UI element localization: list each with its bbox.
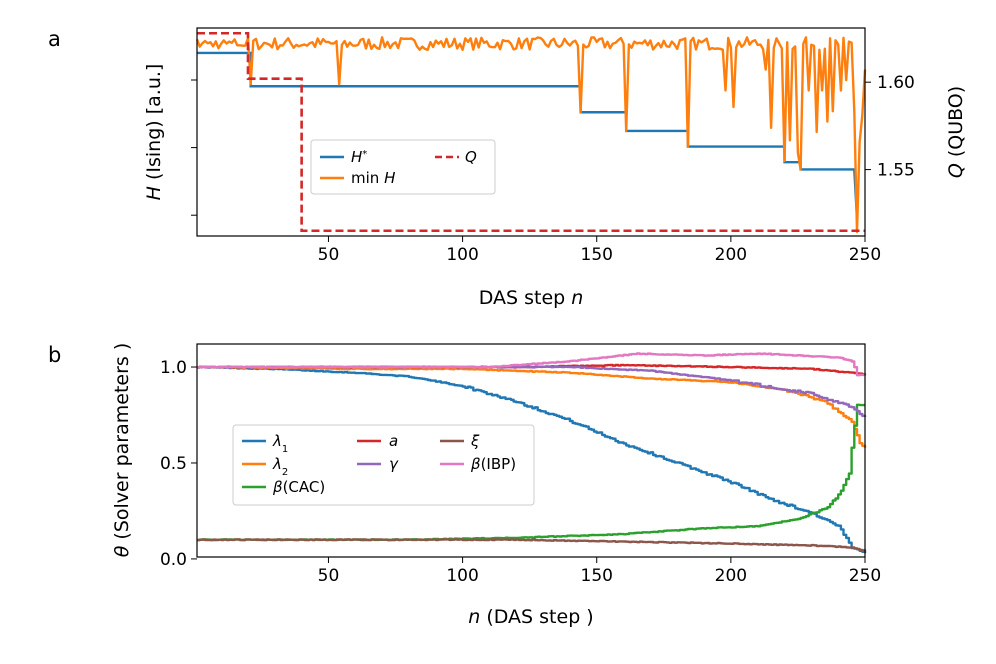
panel-b-frame (196, 343, 866, 558)
panel-b-y-ticks: 0.0 0.5 1.0 (160, 358, 197, 570)
panel-a-xtick-label: 100 (446, 245, 478, 265)
panel-b-ylabel: θ (Solver parameters ) (111, 343, 133, 557)
panel-a-ytick-right-label: 1.55 (877, 161, 915, 181)
panel-b-xlabel: n (DAS step ) (468, 606, 593, 628)
panel-b-x-ticks: 50 100 150 200 250 (318, 557, 881, 586)
panel-a-ylabel-right: Q (QUBO) (945, 86, 967, 178)
panel-b-legend: λ1 λ2 β(CAC) a γ ξ β(IBP) (232, 424, 535, 506)
panel-b-xtick-label: 200 (715, 566, 747, 586)
panel-a-plot-area (195, 31, 867, 233)
legend-label-lambda1: λ1 (272, 432, 288, 455)
legend-label-xi: ξ (470, 432, 480, 450)
series-minh-line (195, 36, 867, 233)
panel-b-ytick-label: 0.0 (160, 550, 187, 570)
panel-b-xtick-label: 150 (581, 566, 613, 586)
series-5-line (197, 365, 867, 418)
legend-label-lambda2: λ2 (272, 455, 288, 478)
series-6-line (197, 538, 867, 552)
panel-a-xtick-label: 250 (849, 245, 881, 265)
panel-a-ytick-right-label: 1.60 (877, 73, 915, 93)
panel-a-legend: H* min H Q (310, 139, 496, 195)
panel-a-x-ticks: 50 100 150 200 250 (318, 236, 881, 265)
series-q-line (197, 31, 865, 233)
panel-b-legend-box (232, 424, 535, 506)
panel-a-xlabel: DAS step n (479, 287, 584, 309)
legend-label-hstar: H* (351, 148, 367, 166)
panel-a-right-y-ticks: 1.55 1.60 (865, 73, 915, 181)
legend-label-q: Q (465, 148, 477, 166)
panel-a-frame (196, 27, 866, 237)
legend-label-minh: min H (351, 169, 395, 187)
panel-label-b: b (48, 343, 61, 367)
series-7-line (197, 352, 867, 377)
panel-b-ytick-label: 0.5 (160, 454, 187, 474)
panel-b-xtick-label: 250 (849, 566, 881, 586)
panel-a-legend-box (310, 139, 496, 195)
panel-b-xtick-label: 50 (318, 566, 340, 586)
panel-b-xtick-label: 100 (446, 566, 478, 586)
panel-b-ytick-label: 1.0 (160, 358, 187, 378)
panel-b-plot-area (197, 352, 867, 554)
panel-a: 50 100 150 200 250 1.55 1.60 DAS step n H (Is… (143, 27, 967, 309)
panel-a-xtick-label: 50 (318, 245, 340, 265)
panel-label-a: a (48, 27, 61, 51)
panel-a-xtick-label: 150 (581, 245, 613, 265)
panel-a-ylabel: H (Ising) [a.u.] (143, 64, 165, 201)
series-1-line (197, 365, 867, 554)
legend-label-beta-ibp: β(IBP) (470, 455, 516, 473)
panel-b: 50 100 150 200 250 0.0 0.5 1.0 n (DAS step ) θ… (111, 343, 881, 628)
legend-label-gamma: γ (389, 455, 399, 473)
panel-a-y-ticks (191, 79, 197, 216)
legend-label-a: a (389, 432, 398, 450)
legend-label-beta-cac: β(CAC) (272, 478, 325, 496)
panel-a-xtick-label: 200 (715, 245, 747, 265)
